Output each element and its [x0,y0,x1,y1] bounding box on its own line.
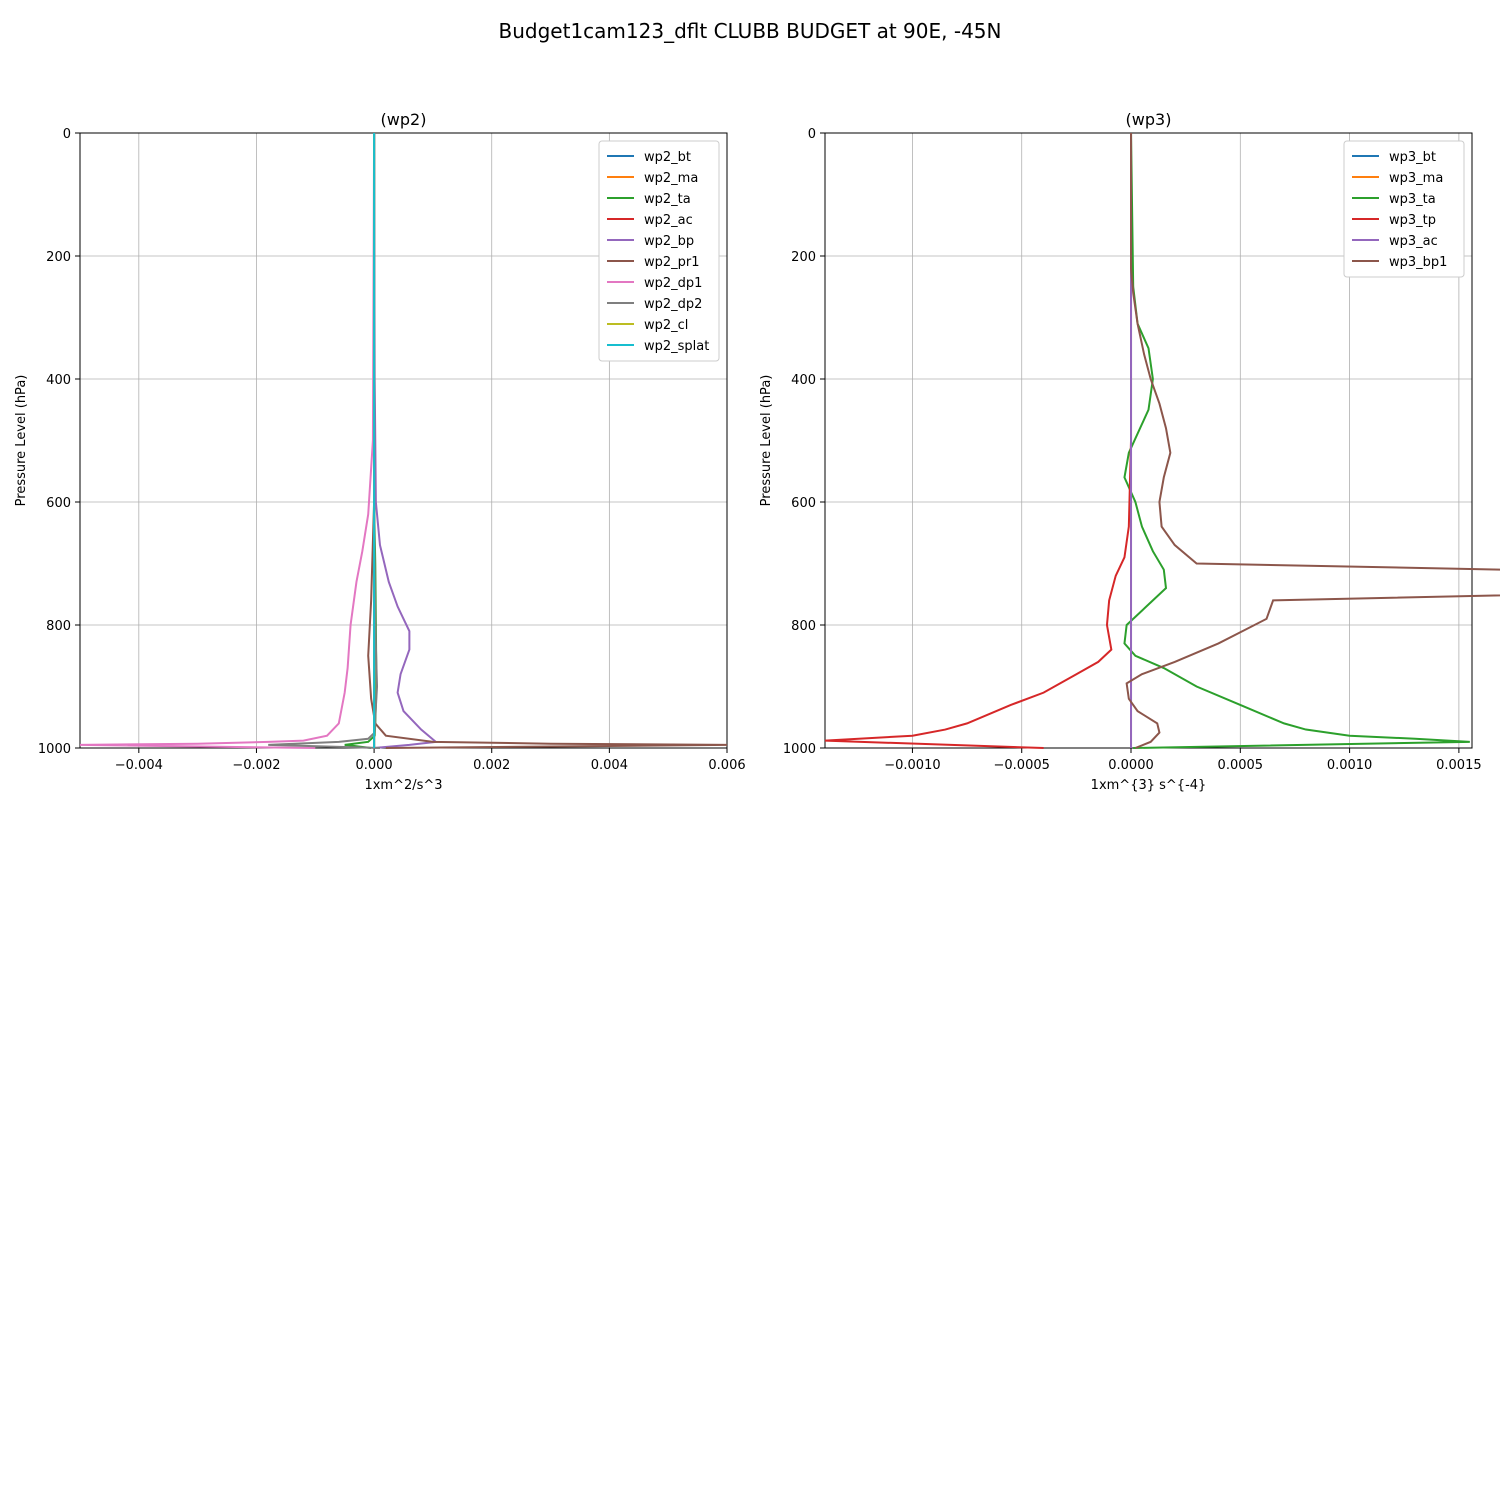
legend-label: wp2_bp [644,234,694,249]
figure-title: Budget1cam123_dflt CLUBB BUDGET at 90E, … [499,19,1002,43]
legend-label: wp2_cl [644,318,688,333]
series-line-wp2_dp2 [268,133,381,749]
y-axis-label: Pressure Level (hPa) [759,375,774,507]
legend-box [1343,140,1465,278]
x-tick-label: 0.006 [708,758,745,773]
panel-2: (wp3) −0.0010 −0.0005 0.0000 0.0005 0.0010 0.0… [759,110,1500,793]
series-line-wp2_bp [373,132,439,749]
panel-1: (wp2) −0.004 −0.002 0.000 0.002 0.004 0.006 0 20… [14,110,746,793]
legend-label: wp2_bt [644,150,691,165]
legend-label: wp2_pr1 [644,255,700,270]
y-tick-label: 800 [46,619,71,634]
series-line-wp3_tp [824,133,1133,749]
x-tick-label: −0.0010 [884,758,940,773]
y-tick-label: 400 [791,373,816,388]
legend-label: wp3_bt [1389,150,1436,165]
legend-label: wp3_ta [1389,192,1436,207]
legend-label: wp2_ac [644,213,693,228]
series-line-wp3_bp1 [1125,133,1500,749]
y-tick-label: 1000 [38,742,71,757]
x-tick-label: 0.004 [591,758,628,773]
y-tick-label: 1000 [783,742,816,757]
legend-label: wp3_bp1 [1389,255,1447,270]
y-axis-label: Pressure Level (hPa) [14,375,29,507]
legend-label: wp3_ac [1389,234,1438,249]
y-tick-label: 0 [63,127,71,142]
legend-label: wp2_ma [644,171,698,186]
y-tick-label: 200 [46,250,71,265]
x-tick-label: −0.0005 [994,758,1050,773]
x-tick-label: 0.0015 [1436,758,1482,773]
x-tick-label: −0.002 [232,758,280,773]
x-tick-label: 0.0000 [1108,758,1154,773]
y-tick-label: 200 [791,250,816,265]
x-tick-label: −0.004 [115,758,163,773]
x-tick-label: 0.0005 [1218,758,1264,773]
panel-title: (wp2) [381,110,427,129]
x-axis-label: 1xm^2/s^3 [364,778,442,793]
panel-title: (wp3) [1126,110,1172,129]
legend-label: wp3_ma [1389,171,1443,186]
y-tick-label: 0 [808,127,816,142]
x-tick-label: 0.0010 [1327,758,1373,773]
legend-label: wp2_ta [644,192,691,207]
legend-box [598,140,720,362]
x-axis-label: 1xm^{3} s^{-4} [1091,778,1207,793]
x-tick-label: 0.002 [473,758,510,773]
series-line-wp2_dp1 [79,132,376,749]
legend-label: wp2_dp2 [644,297,702,312]
x-tick-label: 0.000 [355,758,392,773]
y-tick-label: 600 [46,496,71,511]
y-tick-label: 600 [791,496,816,511]
legend-label: wp3_tp [1389,213,1436,228]
legend-label: wp2_splat [644,339,709,354]
y-tick-label: 800 [791,619,816,634]
legend-label: wp2_dp1 [644,276,702,291]
y-tick-label: 400 [46,373,71,388]
